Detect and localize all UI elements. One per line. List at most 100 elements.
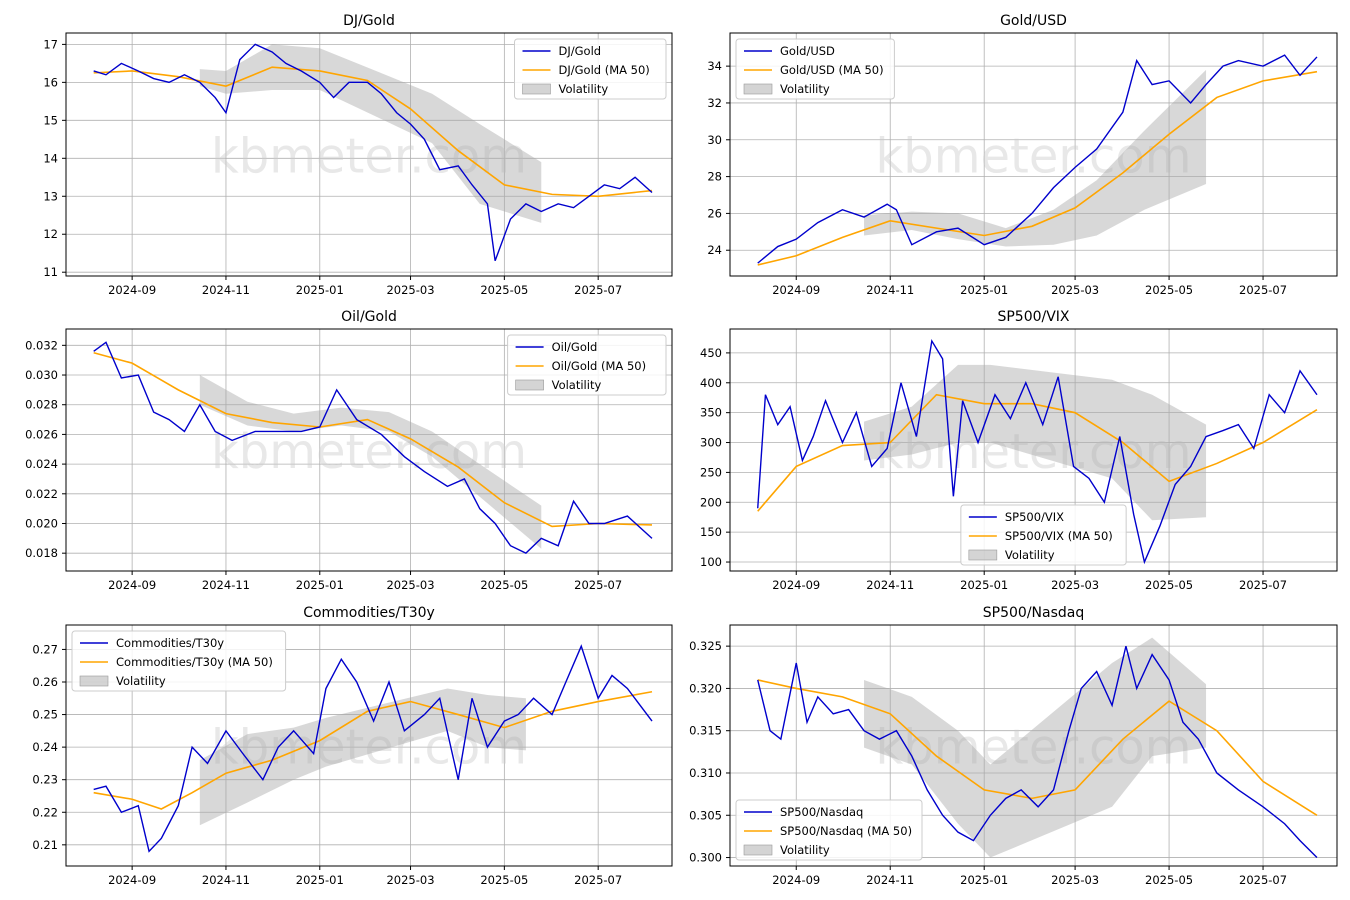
y-tick-label: 0.320: [689, 681, 722, 695]
watermark: kbmeter.com: [211, 129, 527, 185]
y-tick-label: 15: [43, 113, 58, 127]
y-tick-label: 30: [707, 133, 722, 147]
legend-label: Volatility: [1005, 548, 1055, 562]
y-tick-label: 0.26: [32, 675, 58, 689]
x-tick-label: 2024-11: [202, 873, 250, 887]
y-tick-label: 0.020: [25, 516, 58, 530]
x-tick-label: 2025-03: [386, 283, 434, 297]
ma-line: [757, 393, 1318, 512]
volatility-band: [864, 364, 1207, 521]
legend-label: DJ/Gold (MA 50): [559, 63, 650, 77]
axes-frame: [65, 32, 673, 277]
x-tick-label: 2025-07: [1239, 578, 1287, 592]
legend-label: SP500/VIX: [1005, 510, 1064, 524]
watermark: kbmeter.com: [875, 424, 1191, 480]
chart-panel: Oil/Gold 2024-09 2024-11 2025-01 2025-03 2025…: [25, 309, 673, 592]
y-tick-label: 100: [700, 555, 722, 569]
y-tick-label: 26: [707, 206, 722, 220]
legend-box: [735, 799, 923, 861]
legend: Gold/USD Gold/USD (MA 50) Volatility: [735, 38, 895, 100]
y-tick-label: 32: [707, 96, 722, 110]
y-tick-label: 0.026: [25, 427, 58, 441]
legend-label: DJ/Gold: [559, 44, 602, 58]
legend-label: Volatility: [780, 843, 830, 857]
x-tick-label: 2024-11: [202, 283, 250, 297]
x-tick-label: 2024-09: [772, 578, 820, 592]
y-tick-label: 350: [700, 406, 722, 420]
ma-line: [93, 351, 653, 528]
y-tick-label: 400: [700, 376, 722, 390]
x-tick-label: 2024-09: [108, 578, 156, 592]
legend-label: Volatility: [116, 674, 166, 688]
y-tick-label: 0.24: [32, 740, 58, 754]
legend-label: Commodities/T30y: [116, 636, 224, 650]
y-tick-label: 450: [700, 346, 722, 360]
x-tick-label: 2025-07: [1239, 283, 1287, 297]
x-tick-label: 2025-07: [1239, 873, 1287, 887]
x-tick-label: 2025-01: [960, 873, 1008, 887]
legend-box: [514, 38, 667, 100]
y-tick-label: 0.25: [32, 708, 58, 722]
y-tick-label: 34: [707, 59, 722, 73]
x-tick-label: 2025-05: [480, 873, 528, 887]
volatility-band: [199, 44, 542, 223]
y-tick-label: 17: [43, 37, 58, 51]
legend-label: Oil/Gold: [552, 340, 598, 354]
price-line: [757, 338, 1318, 565]
x-tick-label: 2024-11: [202, 578, 250, 592]
legend-label: Volatility: [552, 378, 602, 392]
chart-panel: Gold/USD 2024-09 2024-11 2025-01 2025-03 2025…: [707, 13, 1338, 297]
x-tick-label: 2025-01: [296, 283, 344, 297]
legend-key: [743, 844, 773, 856]
x-tick-label: 2025-05: [480, 283, 528, 297]
y-tick-label: 300: [700, 436, 722, 450]
legend-label: Gold/USD (MA 50): [780, 63, 884, 77]
volatility-band: [199, 688, 526, 826]
chart-title: Gold/USD: [1000, 13, 1067, 29]
y-tick-label: 0.032: [25, 338, 58, 352]
legend-box: [507, 334, 667, 396]
y-tick-label: 0.23: [32, 773, 58, 787]
ma-line: [93, 690, 653, 810]
x-tick-label: 2024-11: [866, 283, 914, 297]
y-tick-label: 200: [700, 495, 722, 509]
legend-label: Volatility: [780, 82, 830, 96]
legend-key: [79, 675, 109, 687]
x-tick-label: 2025-01: [960, 578, 1008, 592]
y-tick-label: 0.305: [689, 808, 722, 822]
y-tick-label: 0.21: [32, 838, 58, 852]
ma-line: [757, 679, 1318, 816]
x-tick-label: 2025-03: [386, 578, 434, 592]
legend-box: [71, 630, 287, 692]
chart-panel: SP500/VIX 2024-09 2024-11 2025-01 2025-03 202…: [700, 309, 1338, 592]
x-tick-label: 2025-07: [574, 283, 622, 297]
y-tick-label: 16: [43, 75, 58, 89]
chart-title: Commodities/T30y: [303, 605, 435, 621]
legend: SP500/VIX SP500/VIX (MA 50) Volatility: [960, 504, 1127, 566]
axes-frame: [729, 32, 1338, 277]
watermark: kbmeter.com: [211, 424, 527, 480]
y-tick-label: 0.315: [689, 724, 722, 738]
y-tick-label: 0.300: [689, 851, 722, 865]
x-tick-label: 2025-05: [1145, 578, 1193, 592]
chart-title: SP500/VIX: [997, 309, 1069, 325]
x-tick-label: 2025-01: [296, 873, 344, 887]
x-tick-label: 2025-05: [1145, 873, 1193, 887]
x-tick-label: 2025-07: [574, 578, 622, 592]
y-tick-label: 14: [43, 151, 58, 165]
y-tick-label: 0.325: [689, 639, 722, 653]
legend-key: [515, 379, 544, 391]
legend-key: [522, 83, 551, 95]
axes-frame: [729, 624, 1338, 867]
x-tick-label: 2025-07: [574, 873, 622, 887]
legend: DJ/Gold DJ/Gold (MA 50) Volatility: [514, 38, 667, 100]
legend-label: Gold/USD: [780, 44, 835, 58]
watermark: kbmeter.com: [875, 129, 1191, 185]
x-tick-label: 2025-05: [1145, 283, 1193, 297]
chart-panel: SP500/Nasdaq 2024-09 2024-11 2025-01 2025-03…: [689, 605, 1338, 887]
y-tick-label: 0.030: [25, 368, 58, 382]
legend: Oil/Gold Oil/Gold (MA 50) Volatility: [507, 334, 667, 396]
x-tick-label: 2024-09: [108, 283, 156, 297]
price-line: [757, 645, 1318, 859]
